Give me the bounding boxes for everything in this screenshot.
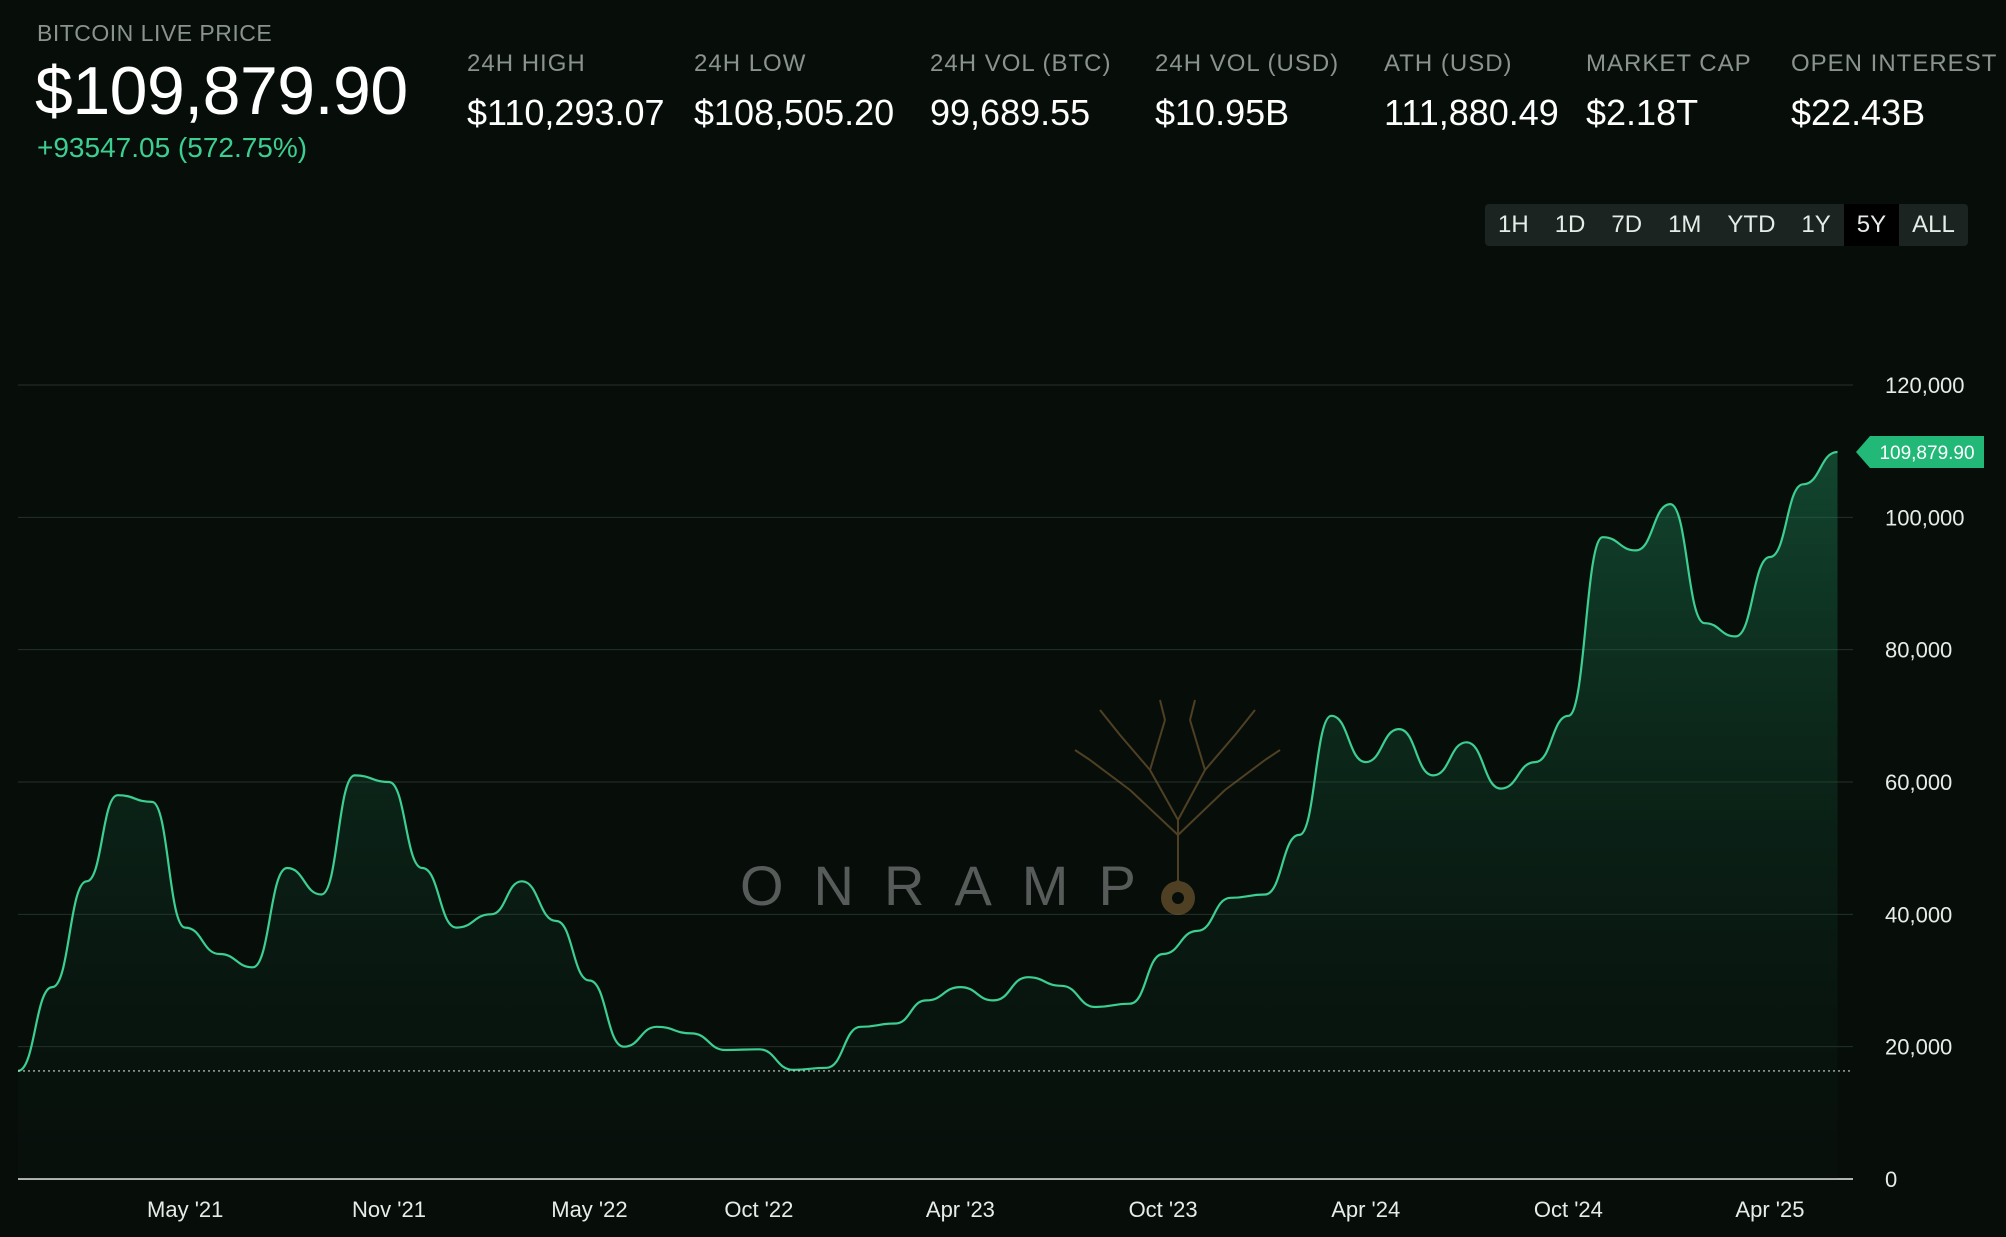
timeframe-selector: 1H 1D 7D 1M YTD 1Y 5Y ALL — [1485, 204, 1968, 246]
x-tick-label: Nov '21 — [352, 1197, 426, 1222]
stat-value: $2.18T — [1586, 92, 1699, 133]
timeframe-1m-button[interactable]: 1M — [1668, 211, 1702, 238]
stat-value: 99,689.55 — [930, 92, 1091, 133]
stat-label: OPEN INTEREST — [1791, 50, 1998, 77]
stat-24h-vol-btc: 24H VOL (BTC) 99,689.55 — [930, 50, 1111, 134]
stat-value: $110,293.07 — [467, 92, 665, 133]
stat-open-interest: OPEN INTEREST $22.43B — [1791, 50, 1997, 134]
header: BITCOIN LIVE PRICE $109,879.90 +93547.05… — [0, 0, 2006, 200]
live-price: $109,879.90 — [35, 53, 408, 129]
onramp-watermark: ONRAMP — [740, 699, 1281, 917]
stat-label: MARKET CAP — [1586, 50, 1752, 77]
y-tick-label: 120,000 — [1885, 373, 1965, 398]
stat-label: 24H HIGH — [467, 50, 586, 77]
current-price-label: 109,879.90 — [1879, 443, 1974, 464]
stat-value: $10.95B — [1155, 92, 1290, 133]
price-tag-shape — [1856, 435, 1984, 468]
stat-ath: ATH (USD) 111,880.49 — [1384, 50, 1559, 134]
price-area — [18, 452, 1838, 1179]
stat-market-cap: MARKET CAP $2.18T — [1586, 50, 1752, 134]
plot-area — [17, 450, 1853, 1179]
y-tick-label: 100,000 — [1885, 505, 1965, 530]
current-price-tag: 109,879.90 — [1856, 435, 1984, 468]
timeframe-ytd-button[interactable]: YTD — [1727, 211, 1776, 238]
timeframe-5y-button[interactable]: 5Y — [1843, 204, 1900, 246]
y-tick-label: 20,000 — [1885, 1035, 1952, 1060]
price-line — [17, 450, 1838, 1072]
stat-label: ATH (USD) — [1384, 50, 1513, 77]
y-tick-label: 60,000 — [1885, 770, 1952, 795]
y-tick-label: 40,000 — [1885, 902, 1952, 927]
stat-value: 111,880.49 — [1384, 92, 1559, 133]
x-tick-label: Oct '22 — [724, 1197, 793, 1222]
timeframe-1y-button[interactable]: 1Y — [1801, 211, 1831, 238]
timeframe-all-button[interactable]: ALL — [1912, 211, 1955, 238]
stat-24h-vol-usd: 24H VOL (USD) $10.95B — [1155, 50, 1339, 134]
stat-label: 24H LOW — [694, 50, 807, 77]
live-price-label: BITCOIN LIVE PRICE — [37, 20, 273, 46]
x-tick-label: Oct '23 — [1129, 1197, 1198, 1222]
stat-value: $108,505.20 — [694, 92, 895, 133]
stat-label: 24H VOL (USD) — [1155, 50, 1340, 77]
timeframe-1h-button[interactable]: 1H — [1498, 211, 1529, 238]
y-tick-label: 0 — [1885, 1167, 1897, 1192]
x-tick-label: Apr '24 — [1331, 1197, 1400, 1222]
timeframe-1d-button[interactable]: 1D — [1554, 211, 1586, 238]
stat-label: 24H VOL (BTC) — [930, 50, 1112, 77]
watermark-text: ONRAMP — [740, 854, 1166, 917]
y-tick-label: 80,000 — [1885, 638, 1952, 663]
timeframe-7d-button[interactable]: 7D — [1611, 211, 1643, 238]
x-tick-label: May '21 — [147, 1197, 223, 1222]
stat-value: $22.43B — [1791, 92, 1926, 133]
x-tick-label: Oct '24 — [1534, 1197, 1603, 1222]
stat-24h-high: 24H HIGH $110,293.07 — [467, 50, 665, 134]
x-tick-label: May '22 — [551, 1197, 627, 1222]
stat-24h-low: 24H LOW $108,505.20 — [694, 50, 894, 134]
x-tick-label: Apr '23 — [926, 1197, 995, 1222]
x-tick-label: Apr '25 — [1735, 1197, 1804, 1222]
axes: 0 20,000 40,000 60,000 80,000 100,000 120,000 M… — [147, 373, 1984, 1222]
price-change: +93547.05 (572.75%) — [37, 132, 308, 163]
